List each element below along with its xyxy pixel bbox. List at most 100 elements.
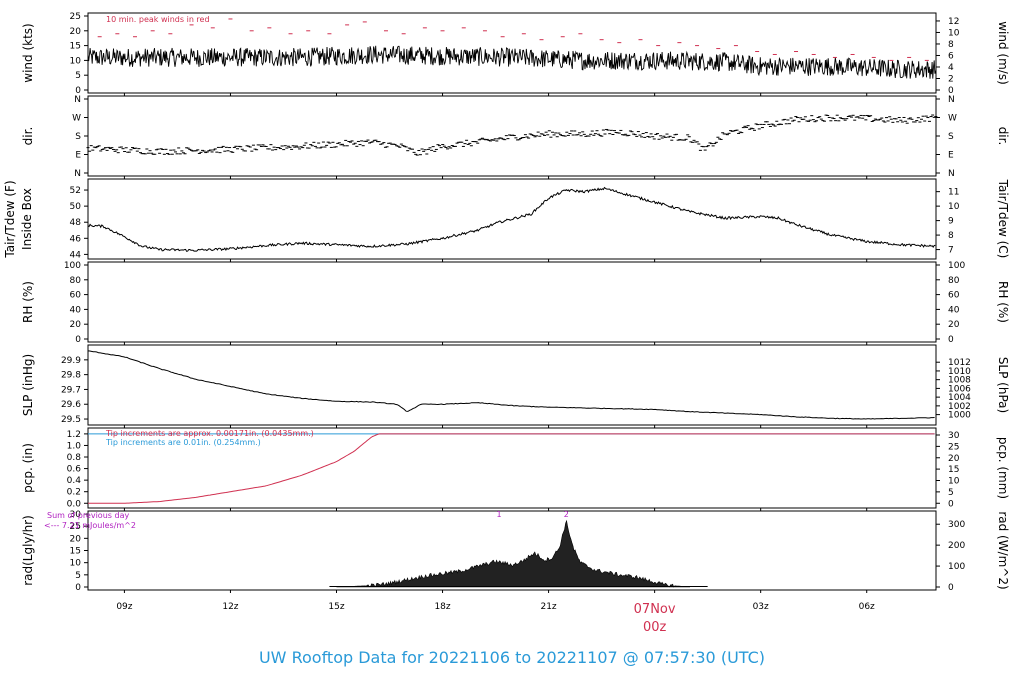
right-tick-label-temp: 11 [948, 188, 959, 198]
wind-speed-series [87, 45, 937, 79]
left-tick-label-rad: 5 [75, 571, 81, 581]
x-tick-label: 12z [222, 602, 238, 612]
left-tick-label-pcp: 0.4 [67, 476, 82, 486]
left-tick-label-rh: 20 [70, 320, 82, 330]
right-tick-label-wind: 12 [948, 17, 959, 27]
right-tick-label-temp: 10 [948, 202, 960, 212]
y-axis-label-rad: rad(Lgly/hr) [21, 515, 35, 586]
left-tick-label-pcp: 0.6 [67, 465, 82, 475]
left-tick-label-wind: 5 [75, 71, 81, 81]
x-tick-label: 18z [434, 602, 450, 612]
left-tick-label-rad: 20 [70, 534, 82, 544]
right-tick-label-rad: 100 [948, 562, 965, 572]
sea-level-pressure-series [87, 350, 935, 420]
solar-radiation-area [336, 519, 690, 588]
y-axis-right-label-pcp: pcp. (mm) [996, 437, 1010, 499]
wind-peak-annotation: 10 min. peak winds in red [106, 15, 210, 24]
panel-frame-rh [87, 261, 937, 343]
right-tick-label-pcp: 20 [948, 454, 960, 464]
precip-annotation-tip: Tip increments are 0.01in. (0.254mm.) [105, 438, 261, 447]
right-tick-label-slp: 1006 [948, 384, 971, 394]
right-tick-label-rh: 60 [948, 291, 960, 301]
right-tick-label-dir: N [948, 95, 955, 105]
right-tick-label-dir: W [948, 114, 957, 124]
left-tick-label-wind: 20 [70, 27, 82, 37]
left-tick-label-pcp: 0.2 [67, 488, 81, 498]
left-tick-label-rh: 80 [70, 276, 82, 286]
right-tick-label-rh: 40 [948, 305, 960, 315]
right-tick-label-temp: 9 [948, 217, 954, 227]
right-tick-label-rad: 0 [948, 583, 954, 593]
left-tick-label-temp: 52 [70, 186, 81, 196]
left-tick-label-pcp: 1.2 [67, 430, 81, 440]
left-tick-label-rh: 40 [70, 305, 82, 315]
right-tick-label-pcp: 0 [948, 499, 954, 509]
x-tick-label: 15z [328, 602, 344, 612]
right-tick-label-rad: 300 [948, 520, 965, 530]
right-tick-label-wind: 2 [948, 74, 954, 84]
left-tick-label-dir: N [74, 95, 81, 105]
y-axis-right-label-wind: wind (m/s) [996, 21, 1010, 85]
right-tick-label-wind: 6 [948, 51, 954, 61]
right-tick-label-slp: 1008 [948, 376, 971, 386]
left-tick-label-rad: 0 [75, 583, 81, 593]
right-tick-label-dir: S [948, 132, 954, 142]
right-tick-label-pcp: 25 [948, 442, 959, 452]
panel-frame-wind [87, 12, 937, 94]
left-tick-label-rad: 15 [70, 547, 81, 557]
left-tick-label-wind: 25 [70, 12, 81, 22]
left-tick-label-rad: 25 [70, 522, 81, 532]
left-tick-label-rh: 0 [75, 335, 81, 345]
right-tick-label-wind: 8 [948, 40, 954, 50]
left-tick-label-dir: E [75, 151, 81, 161]
y-axis-right-label-dir: dir. [996, 127, 1010, 146]
left-tick-label-rad: 10 [70, 559, 82, 569]
left-tick-label-rad: 30 [70, 510, 82, 520]
y-axis-right-label-slp: SLP (hPa) [996, 357, 1010, 413]
left-tick-label-rh: 60 [70, 291, 82, 301]
left-tick-label-temp: 48 [70, 218, 82, 228]
right-tick-label-slp: 1004 [948, 393, 971, 403]
right-tick-label-rh: 80 [948, 276, 960, 286]
x-tick-label: 03z [753, 602, 769, 612]
radiation-daily-sum-note: Sum of previous day [47, 511, 129, 520]
left-tick-label-pcp: 1.0 [67, 441, 82, 451]
x-tick-label: 21z [540, 602, 556, 612]
panel-frame-slp [87, 344, 937, 426]
y-axis-label-pcp: pcp. (in) [21, 443, 35, 493]
left-tick-label-wind: 0 [75, 86, 81, 96]
y-axis-label-wind: wind (kts) [21, 23, 35, 82]
left-tick-label-slp: 29.7 [61, 385, 81, 395]
left-tick-label-rh: 100 [64, 261, 81, 271]
panel-frame-temp [87, 178, 937, 260]
right-tick-label-slp: 1012 [948, 358, 971, 368]
right-tick-label-pcp: 10 [948, 476, 960, 486]
radiation-peak-marker: 1 [497, 510, 502, 519]
x-tick-label: 06z [859, 602, 875, 612]
precip-annotation-approx: Tip increments are approx. 0.00171in. (0… [105, 429, 314, 438]
x-date-label: 07Nov [634, 602, 676, 617]
right-tick-label-wind: 10 [948, 28, 960, 38]
left-tick-label-pcp: 0.0 [67, 499, 82, 509]
right-tick-label-temp: 8 [948, 231, 954, 241]
left-tick-label-wind: 15 [70, 42, 81, 52]
x-tick-label: 09z [116, 602, 132, 612]
right-tick-label-rh: 100 [948, 261, 965, 271]
chart-title: UW Rooftop Data for 20221106 to 20221107… [258, 648, 766, 667]
x-tick-label: 00z [643, 620, 667, 635]
right-tick-label-rh: 0 [948, 335, 954, 345]
y-axis-right-label-rh: RH (%) [996, 281, 1010, 323]
left-tick-label-dir: W [72, 114, 81, 124]
left-tick-label-dir: N [74, 169, 81, 179]
right-tick-label-slp: 1010 [948, 367, 971, 377]
y-axis-right-label-rad: rad (W/m^2) [996, 511, 1010, 589]
air-temperature-series [87, 186, 936, 252]
left-tick-label-slp: 29.8 [61, 371, 81, 381]
right-tick-label-rh: 20 [948, 320, 960, 330]
panel-frame-pcp [87, 427, 937, 509]
right-tick-label-dir: N [948, 169, 955, 179]
right-tick-label-wind: 0 [948, 86, 954, 96]
right-tick-label-temp: 7 [948, 246, 954, 256]
left-tick-label-temp: 50 [70, 202, 82, 212]
radiation-peak-marker: 2 [564, 510, 569, 519]
